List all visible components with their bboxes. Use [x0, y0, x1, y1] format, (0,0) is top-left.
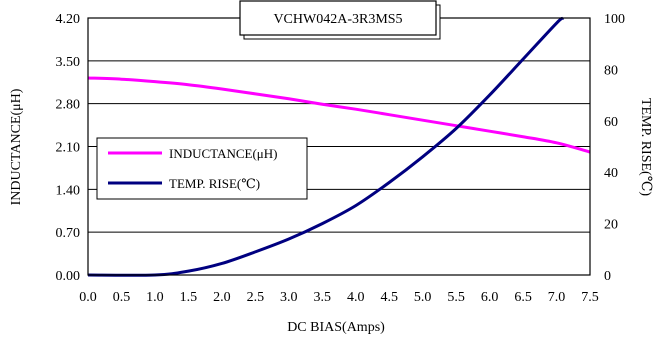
- x-tick-label: 1.5: [180, 290, 198, 305]
- y-right-tick-label: 40: [604, 166, 618, 181]
- chart-title-box: VCHW042A-3R3MS5: [239, 0, 441, 40]
- y-right-tick-label: 0: [604, 269, 611, 284]
- y-left-tick-labels: 0.00 0.70 1.40 2.10 2.80 3.50 4.20: [56, 12, 81, 284]
- x-tick-label: 0.0: [79, 290, 97, 305]
- x-tick-label: 4.0: [347, 290, 365, 305]
- legend-label-temp-rise: TEMP. RISE(℃): [169, 176, 260, 191]
- x-tick-label: 5.5: [447, 290, 465, 305]
- y-right-tick-label: 80: [604, 63, 618, 78]
- x-tick-label: 6.0: [481, 290, 499, 305]
- y-left-axis-title: INDUCTANCE(μH): [9, 88, 24, 205]
- x-tick-label: 6.5: [514, 290, 532, 305]
- x-tick-labels: 0.0 0.5 1.0 1.5 2.0 2.5 3.0 3.5 4.0 4.5 5.0 5.5 6.0 6…: [79, 290, 599, 305]
- x-tick-label: 2.0: [213, 290, 231, 305]
- y-right-tick-labels: 0 20 40 60 80 100: [604, 12, 625, 284]
- x-tick-label: 3.0: [280, 290, 298, 305]
- x-tick-label: 4.5: [380, 290, 398, 305]
- x-tick-label: 5.0: [414, 290, 432, 305]
- x-tick-label: 0.5: [113, 290, 131, 305]
- y-right-axis-title: TEMP. RISE(℃): [638, 98, 653, 196]
- legend-label-inductance: INDUCTANCE(μH): [169, 146, 277, 161]
- y-left-tick-label: 0.70: [56, 226, 81, 241]
- series-lines: [87, 16, 591, 277]
- y-left-tick-label: 2.10: [56, 141, 81, 156]
- x-tick-label: 7.0: [548, 290, 566, 305]
- y-left-tick-label: 1.40: [56, 183, 81, 198]
- y-left-tick-label: 2.80: [56, 98, 81, 113]
- x-tick-label: 7.5: [581, 290, 599, 305]
- chart-title: VCHW042A-3R3MS5: [273, 12, 402, 27]
- y-left-tick-label: 0.00: [56, 269, 81, 284]
- y-right-tick-label: 20: [604, 218, 618, 233]
- y-right-tick-label: 100: [604, 12, 625, 27]
- x-tick-label: 1.0: [146, 290, 164, 305]
- series-line-inductance: [87, 76, 591, 154]
- series-line-temp-rise: [87, 16, 565, 277]
- legend: INDUCTANCE(μH) TEMP. RISE(℃): [96, 137, 308, 200]
- y-left-tick-label: 4.20: [56, 12, 81, 27]
- x-tick-label: 3.5: [314, 290, 332, 305]
- y-right-tick-label: 60: [604, 115, 618, 130]
- y-left-tick-label: 3.50: [56, 55, 81, 70]
- x-tick-label: 2.5: [247, 290, 265, 305]
- x-axis-title: DC BIAS(Amps): [287, 320, 385, 335]
